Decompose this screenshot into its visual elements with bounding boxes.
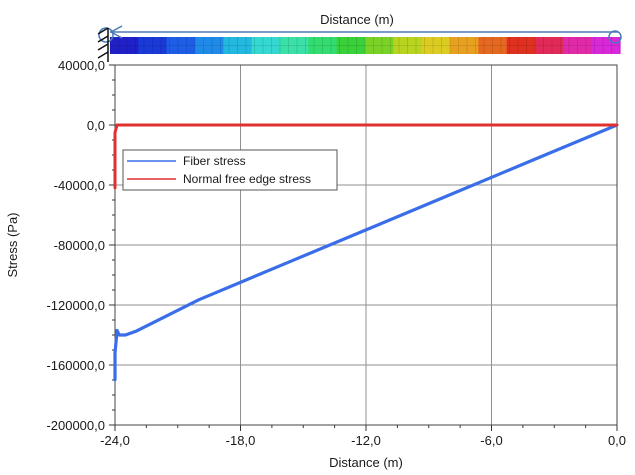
y-tick-label: -80000,0	[54, 238, 105, 253]
legend: Fiber stress Normal free edge stress	[122, 149, 338, 191]
colorbar-title: Distance (m)	[320, 12, 394, 27]
data-point	[115, 329, 119, 332]
colorbar-segment	[110, 37, 139, 54]
distance-arrow-head-icon	[109, 25, 123, 39]
data-point	[115, 123, 119, 127]
x-tick-label: -24,0	[100, 433, 130, 448]
colorbar-segment	[280, 37, 309, 54]
y-tick-label: 0,0	[87, 118, 105, 133]
colorbar-segment	[308, 37, 338, 54]
data-point	[134, 329, 138, 333]
data-point	[197, 123, 201, 127]
y-tick-label: -120000,0	[46, 298, 105, 313]
data-point	[531, 158, 535, 162]
y-tick-label: -160000,0	[46, 358, 105, 373]
legend-label-fiber: Fiber stress	[183, 154, 246, 168]
series-layer	[113, 123, 619, 382]
x-axis-label: Distance (m)	[329, 455, 403, 470]
legend-label-normal: Normal free edge stress	[183, 172, 311, 186]
data-point	[113, 186, 117, 190]
colorbar-segment	[138, 37, 168, 54]
plot-frame	[114, 64, 618, 426]
colorbar-segment	[365, 37, 394, 54]
x-axis-ticks: -24,0 -18,0 -12,0 -6,0 0,0	[100, 425, 626, 448]
grid	[114, 64, 618, 426]
y-tick-label: 40000,0	[58, 58, 105, 73]
x-tick-label: -12,0	[351, 433, 381, 448]
colorbar-segment	[591, 37, 621, 54]
colorbar	[109, 37, 621, 54]
data-point	[280, 263, 284, 267]
colorbar-segment	[166, 37, 196, 54]
left-end-circle-icon	[98, 27, 114, 43]
right-end-circle-icon	[608, 30, 622, 44]
colorbar-segment	[563, 37, 593, 54]
colorbar-segment	[450, 37, 479, 54]
data-point	[113, 351, 117, 355]
data-point	[113, 131, 117, 134]
x-tick-label: -18,0	[226, 433, 256, 448]
colorbar-segment	[478, 37, 508, 54]
data-point	[448, 193, 452, 197]
legend-box	[122, 149, 338, 191]
colorbar-segment	[393, 37, 423, 54]
colorbar-segment	[421, 37, 451, 54]
colorbar-segment	[535, 37, 564, 54]
data-point	[117, 333, 121, 337]
y-tick-label: -40000,0	[54, 178, 105, 193]
colorbar-segment	[195, 37, 224, 54]
data-point	[124, 333, 127, 337]
colorbar-segment	[506, 37, 536, 54]
data-point	[364, 228, 368, 232]
data-point	[117, 123, 121, 127]
y-tick-label: -200000,0	[46, 418, 105, 433]
series-line-0	[113, 123, 618, 380]
colorbar-segment	[223, 37, 253, 54]
data-point	[364, 123, 368, 127]
colorbar-segment	[251, 37, 281, 54]
data-point	[490, 123, 493, 127]
fixed-support-icon	[97, 27, 109, 62]
data-point	[615, 123, 619, 127]
x-tick-label: 0,0	[608, 433, 626, 448]
colorbar-segment	[336, 37, 366, 54]
y-axis-ticks: 40000,0 0,0 -40000,0 -80000,0 -120000,0 -1600…	[46, 58, 115, 433]
x-tick-label: -6,0	[480, 433, 502, 448]
data-point	[113, 378, 117, 382]
y-axis-label: Stress (Pa)	[5, 212, 20, 277]
data-point	[197, 298, 201, 302]
